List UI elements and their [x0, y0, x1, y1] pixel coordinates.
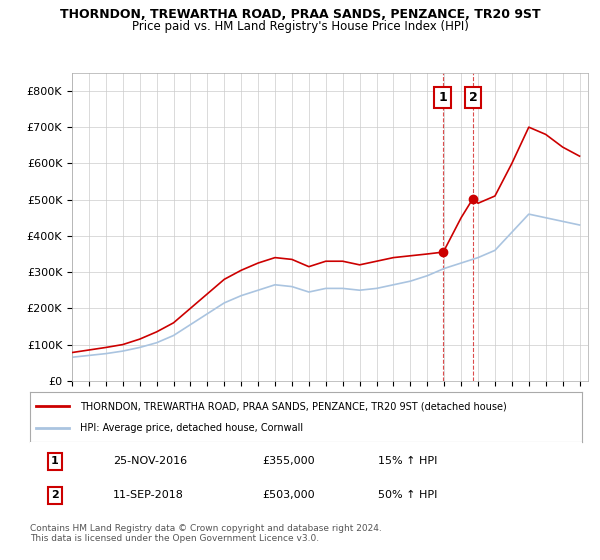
Text: 25-NOV-2016: 25-NOV-2016 [113, 456, 187, 466]
Text: THORNDON, TREWARTHA ROAD, PRAA SANDS, PENZANCE, TR20 9ST (detached house): THORNDON, TREWARTHA ROAD, PRAA SANDS, PE… [80, 401, 506, 411]
Text: 2: 2 [469, 91, 478, 104]
Text: 11-SEP-2018: 11-SEP-2018 [113, 491, 184, 500]
Text: HPI: Average price, detached house, Cornwall: HPI: Average price, detached house, Corn… [80, 423, 303, 433]
Text: Contains HM Land Registry data © Crown copyright and database right 2024.
This d: Contains HM Land Registry data © Crown c… [30, 524, 382, 543]
Text: Price paid vs. HM Land Registry's House Price Index (HPI): Price paid vs. HM Land Registry's House … [131, 20, 469, 32]
Text: 15% ↑ HPI: 15% ↑ HPI [378, 456, 437, 466]
Text: £503,000: £503,000 [262, 491, 314, 500]
Text: 50% ↑ HPI: 50% ↑ HPI [378, 491, 437, 500]
Text: 1: 1 [51, 456, 59, 466]
Text: THORNDON, TREWARTHA ROAD, PRAA SANDS, PENZANCE, TR20 9ST: THORNDON, TREWARTHA ROAD, PRAA SANDS, PE… [59, 8, 541, 21]
Text: £355,000: £355,000 [262, 456, 314, 466]
Text: 1: 1 [438, 91, 447, 104]
Text: 2: 2 [51, 491, 59, 500]
